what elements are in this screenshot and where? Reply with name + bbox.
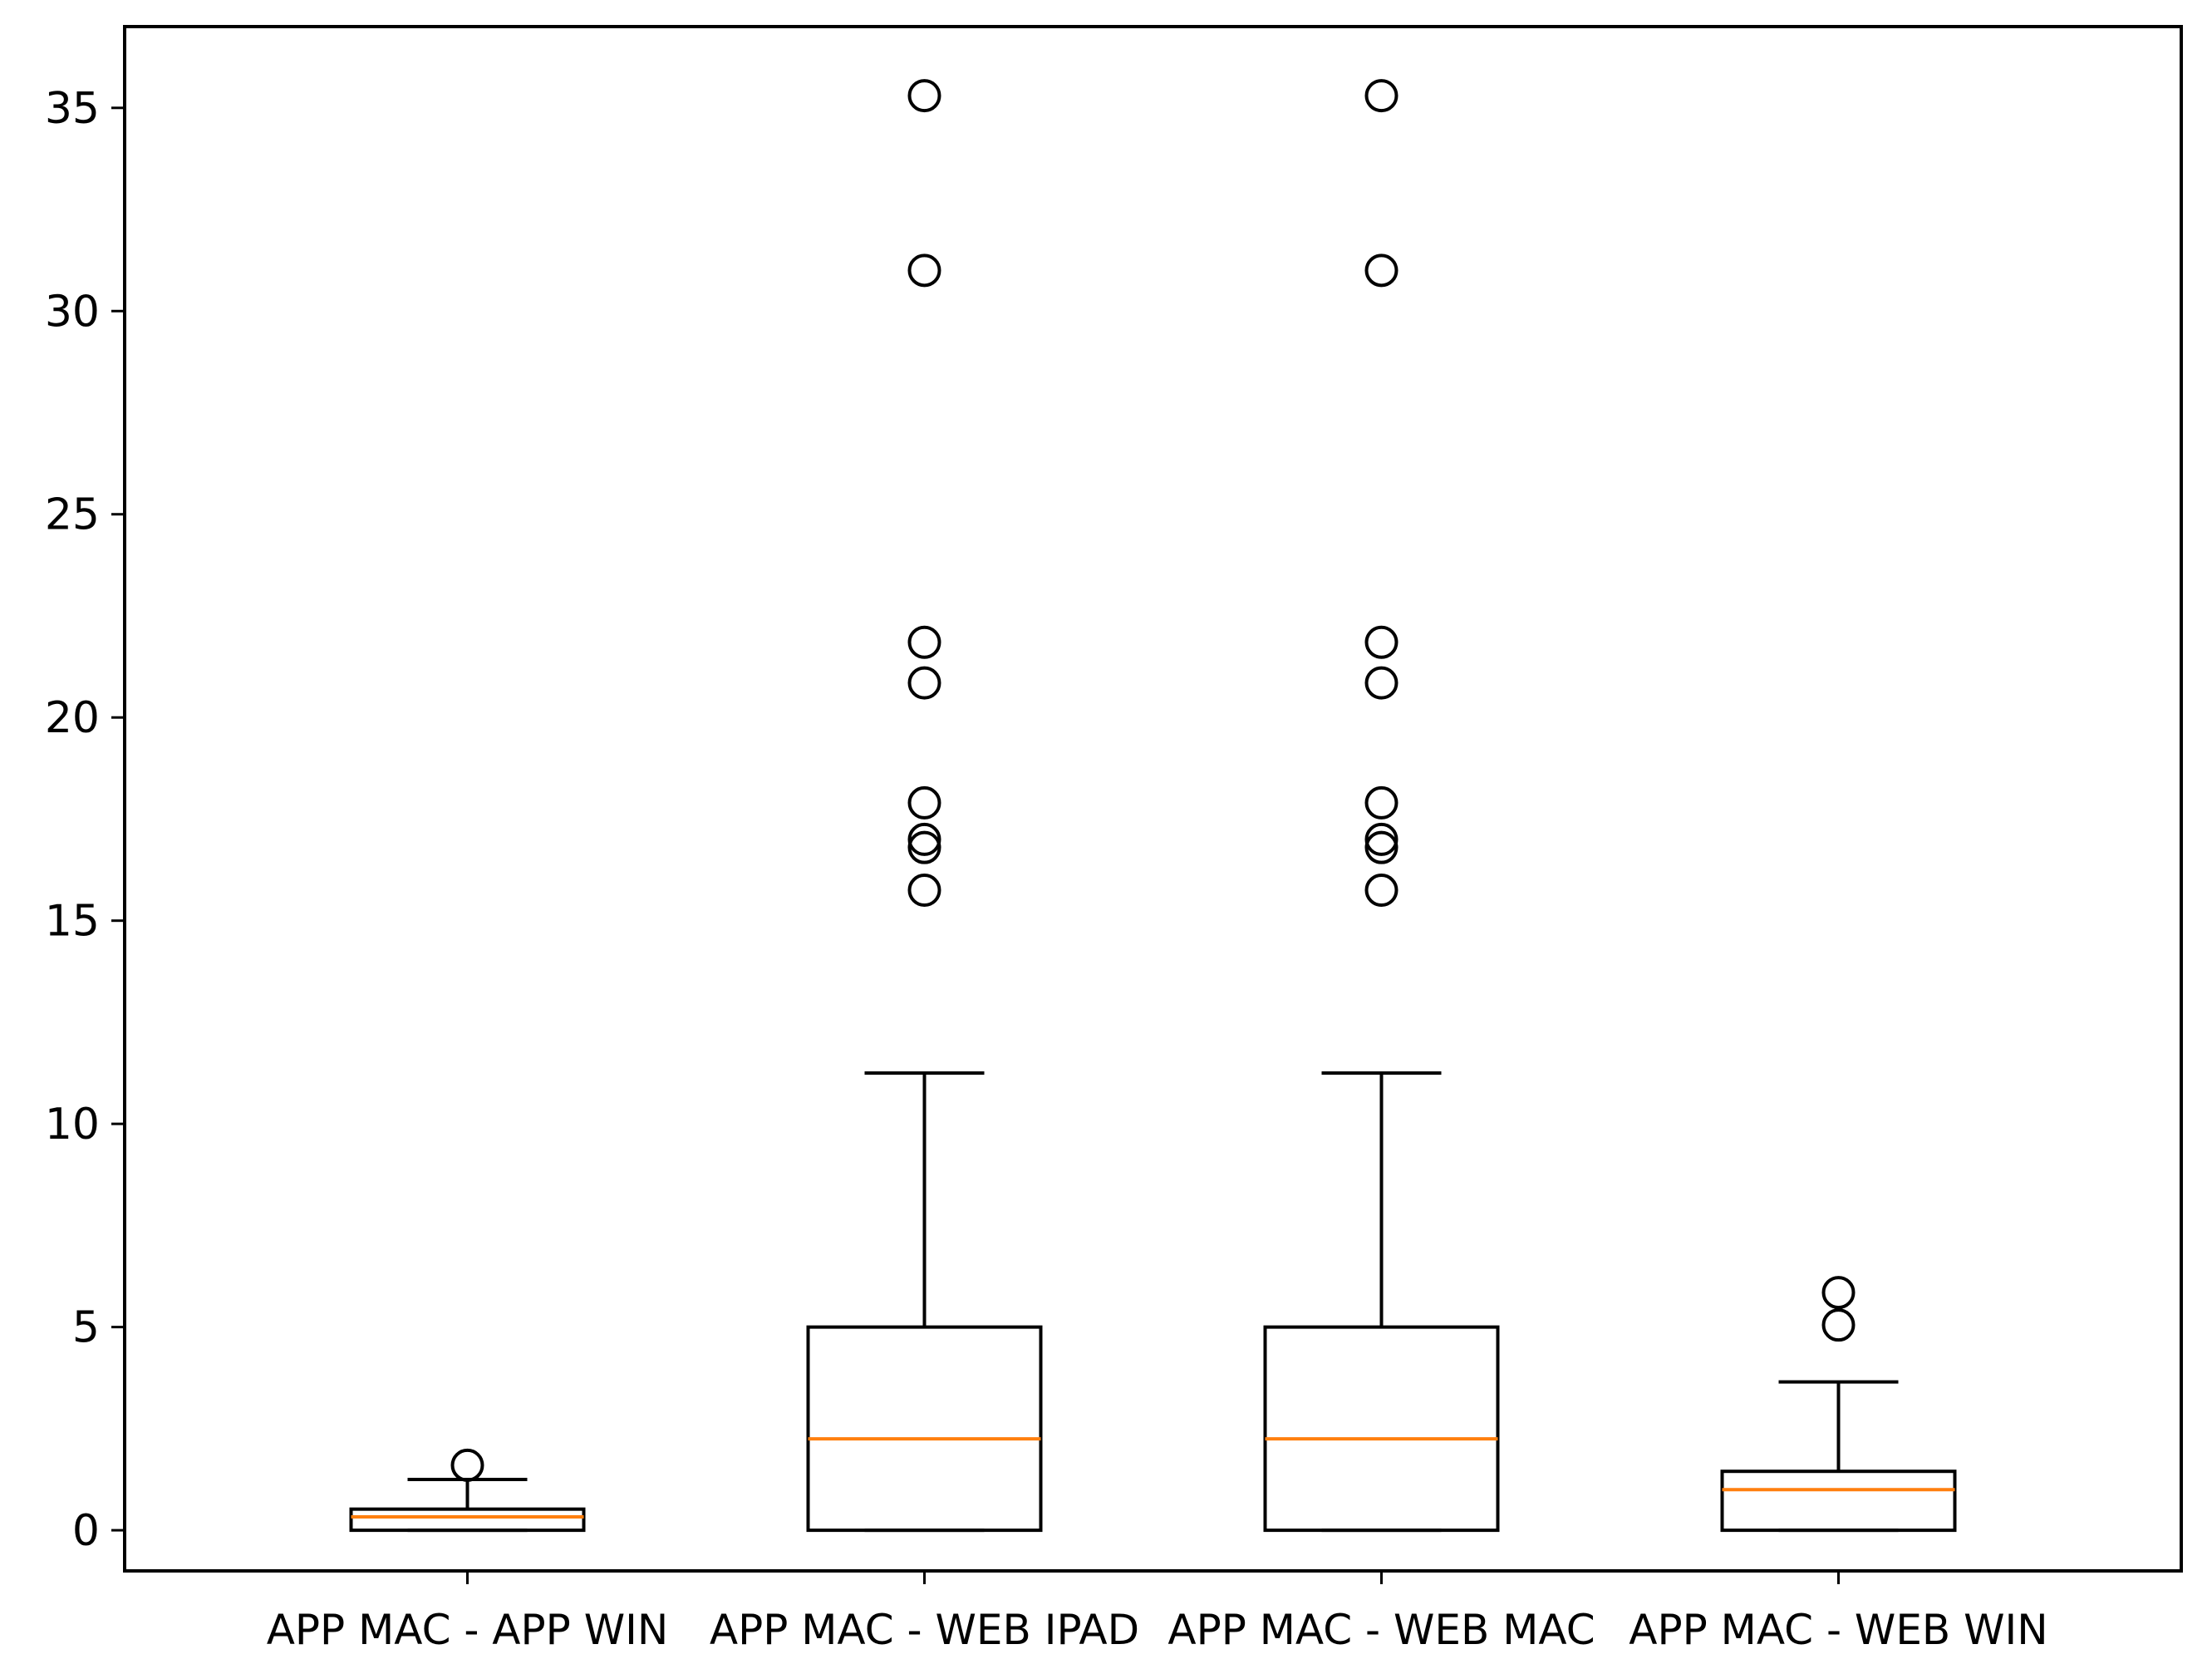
outlier-point bbox=[1821, 1276, 1856, 1310]
y-tick-label: 10 bbox=[45, 1100, 100, 1149]
y-tick-label: 30 bbox=[45, 287, 100, 337]
box-iqr bbox=[1720, 1469, 1957, 1533]
box-group bbox=[349, 1448, 586, 1533]
box-group bbox=[806, 79, 1043, 1533]
plot-frame bbox=[123, 25, 2183, 1573]
y-tick-label: 35 bbox=[45, 84, 100, 134]
outlier-point bbox=[1821, 1308, 1856, 1342]
box-series bbox=[349, 79, 1957, 1533]
outlier-point bbox=[907, 254, 941, 288]
y-tick-label: 0 bbox=[72, 1506, 100, 1556]
box-iqr bbox=[349, 1507, 586, 1533]
outlier-point bbox=[907, 830, 941, 864]
outlier-point bbox=[907, 625, 941, 659]
outlier-point bbox=[907, 785, 941, 820]
box-iqr bbox=[806, 1325, 1043, 1533]
x-tick-label: APP MAC - WEB IPAD bbox=[710, 1606, 1139, 1654]
box-group bbox=[1263, 79, 1500, 1533]
outlier-point bbox=[1364, 785, 1398, 820]
y-tick-label: 25 bbox=[45, 490, 100, 540]
y-tick-label: 5 bbox=[72, 1303, 100, 1353]
outlier-point bbox=[1364, 874, 1398, 908]
outlier-point bbox=[1364, 666, 1398, 700]
x-tick-label: APP MAC - WEB MAC bbox=[1167, 1606, 1595, 1654]
outlier-point bbox=[1364, 625, 1398, 659]
box-group bbox=[1720, 1276, 1957, 1533]
x-tick-label: APP MAC - APP WIN bbox=[267, 1606, 669, 1654]
outlier-point bbox=[907, 666, 941, 700]
box-iqr bbox=[1263, 1325, 1500, 1533]
outlier-point bbox=[907, 822, 941, 856]
outlier-point bbox=[1364, 254, 1398, 288]
outlier-point bbox=[907, 874, 941, 908]
y-tick-label: 15 bbox=[45, 897, 100, 947]
x-axis: APP MAC - APP WIN APP MAC - WEB IPAD APP M… bbox=[267, 1571, 2048, 1654]
outlier-point bbox=[450, 1448, 484, 1482]
y-tick-label: 20 bbox=[45, 693, 100, 743]
outlier-point bbox=[1364, 830, 1398, 864]
outlier-point bbox=[1364, 822, 1398, 856]
x-tick-label: APP MAC - WEB WIN bbox=[1629, 1606, 2047, 1654]
outlier-point bbox=[907, 79, 941, 113]
y-axis: 0 5 10 15 20 25 30 35 bbox=[45, 84, 125, 1556]
outlier-point bbox=[1364, 79, 1398, 113]
